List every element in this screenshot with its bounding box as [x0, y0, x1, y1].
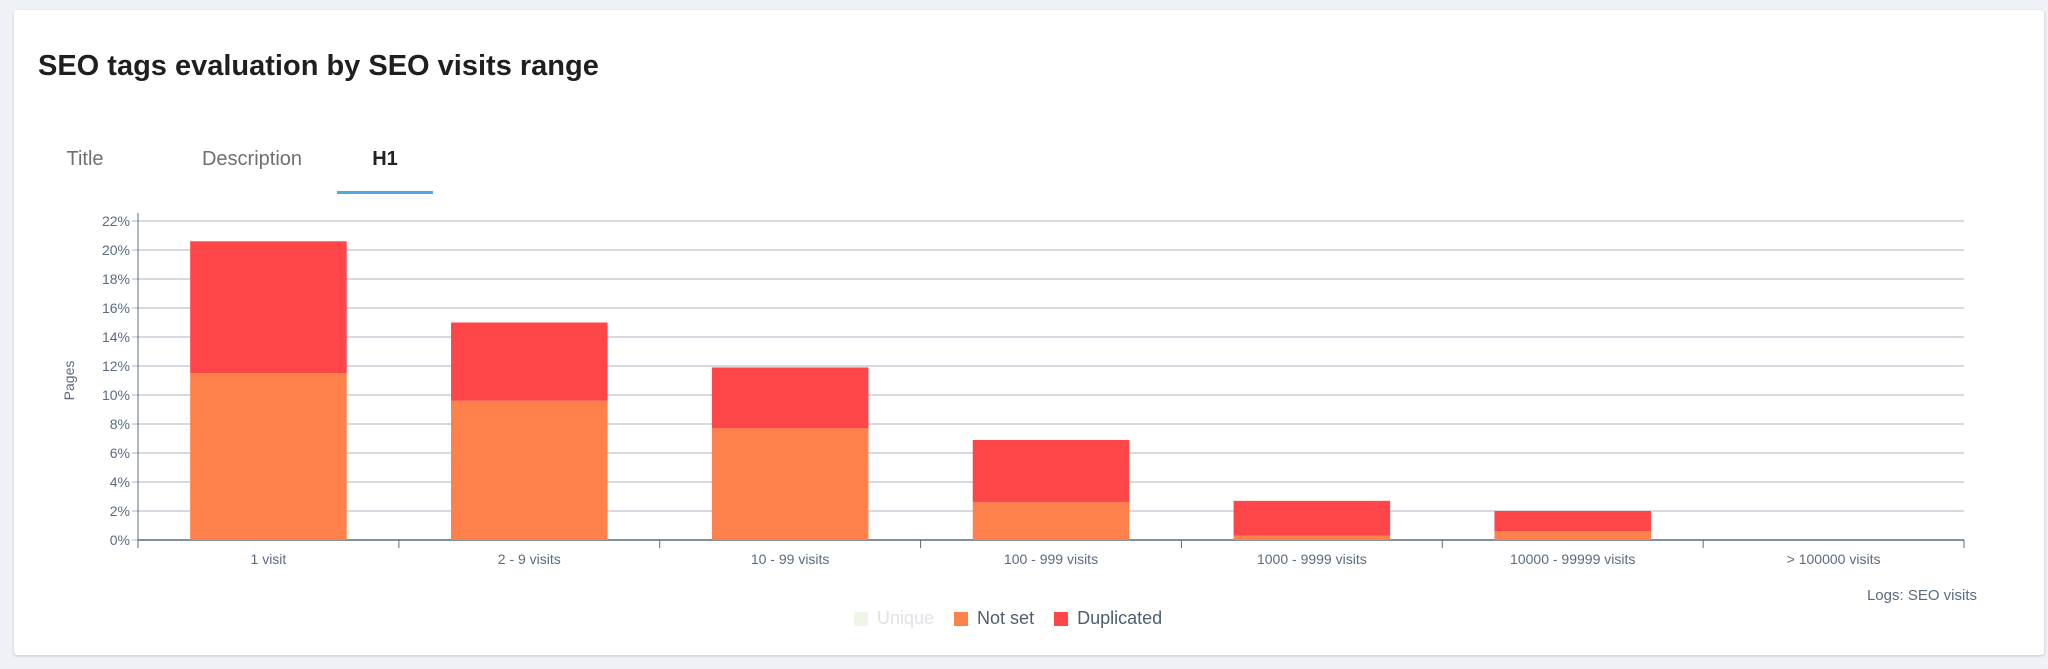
chart-card: SEO tags evaluation by SEO visits range … [14, 10, 2044, 655]
legend-item-not-set[interactable]: Not set [954, 608, 1034, 629]
x-tick-label: 10 - 99 visits [751, 551, 830, 567]
legend-item-duplicated[interactable]: Duplicated [1054, 608, 1162, 629]
bar-duplicated [190, 241, 347, 374]
legend-label: Not set [977, 608, 1035, 628]
bar-not-set [972, 502, 1130, 540]
y-tick-label: 0% [110, 532, 130, 548]
stacked-bar-chart: 0% 2% 4% 6% 8% 10% 12% 14% 16% 18% 20% 22% Pages 1 vi… [61, 213, 1965, 567]
legend-label: Unique [877, 608, 935, 628]
y-tick-label: 4% [110, 474, 130, 490]
legend-swatch [954, 611, 969, 626]
bar-duplicated [1233, 500, 1391, 536]
chart-source: Logs: SEO visits [1866, 587, 1977, 604]
bar-duplicated [451, 322, 608, 401]
y-axis-label: Pages [61, 361, 77, 401]
tab-h1[interactable]: H1 [337, 128, 433, 194]
x-tick-label: 2 - 9 visits [498, 551, 561, 567]
x-tick-label: > 100000 visits [1787, 551, 1881, 567]
bar-not-set [451, 400, 608, 540]
legend-swatch [854, 611, 868, 626]
chart-legend: Unique Not set Duplicated [854, 608, 1182, 629]
bar-not-set [1233, 535, 1391, 540]
y-tick-label: 6% [110, 445, 130, 461]
x-tick-label: 1 visit [251, 551, 287, 567]
legend-swatch [1054, 611, 1069, 626]
y-tick-label: 22% [102, 213, 130, 229]
y-tick-label: 20% [102, 242, 130, 258]
x-tick-label: 1000 - 9999 visits [1257, 551, 1367, 567]
tab-title[interactable]: Title [66, 147, 104, 170]
legend-item-unique[interactable]: Unique [854, 608, 934, 629]
y-tick-label: 2% [110, 503, 130, 519]
y-tick-label: 10% [102, 387, 130, 403]
y-tick-label: 14% [102, 329, 130, 345]
tab-description[interactable]: Description [201, 147, 303, 170]
y-tick-label: 18% [102, 271, 130, 287]
y-tick-label: 8% [110, 416, 130, 432]
bar-duplicated [711, 367, 869, 429]
x-tick-label: 100 - 999 visits [1004, 551, 1098, 567]
y-tick-label: 16% [102, 300, 130, 316]
x-tick-label: 10000 - 99999 visits [1510, 551, 1635, 567]
y-tick-label: 12% [102, 358, 130, 374]
bar-not-set [711, 428, 869, 540]
bar-duplicated [972, 439, 1130, 503]
card-title: SEO tags evaluation by SEO visits range [38, 50, 599, 82]
bar-duplicated [1494, 511, 1651, 532]
bar-not-set [1494, 531, 1651, 540]
bar-not-set [190, 373, 347, 540]
legend-label: Duplicated [1077, 608, 1163, 628]
